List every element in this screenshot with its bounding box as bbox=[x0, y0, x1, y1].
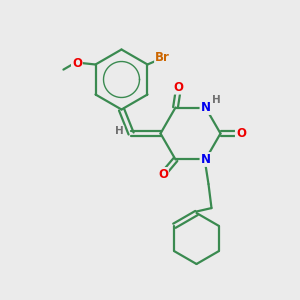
Text: Br: Br bbox=[155, 51, 170, 64]
Text: N: N bbox=[200, 101, 211, 114]
Text: O: O bbox=[236, 127, 246, 140]
Text: N: N bbox=[200, 153, 211, 166]
Text: O: O bbox=[173, 81, 183, 94]
Text: O: O bbox=[158, 168, 168, 181]
Text: H: H bbox=[115, 126, 124, 136]
Text: O: O bbox=[72, 56, 82, 70]
Text: H: H bbox=[212, 95, 220, 105]
